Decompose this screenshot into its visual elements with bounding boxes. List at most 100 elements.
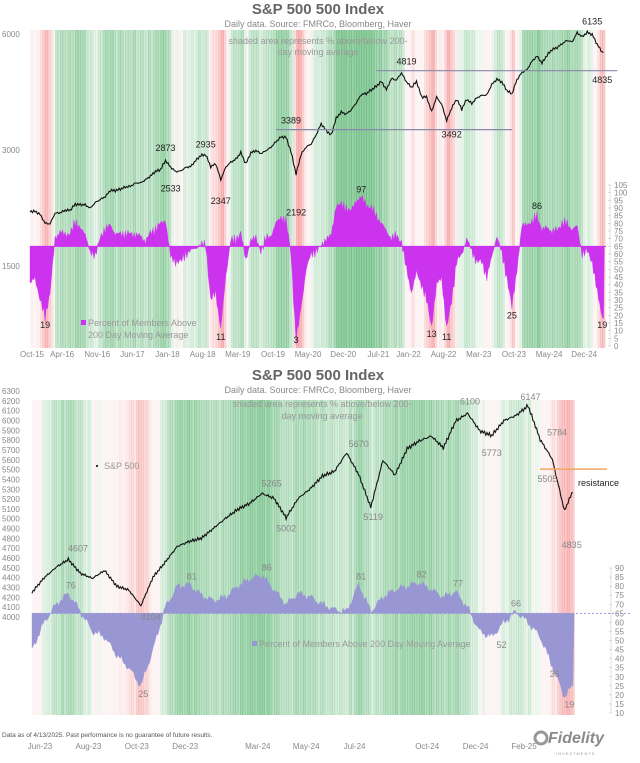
shade-band (191, 400, 195, 715)
shade-band (567, 30, 571, 348)
shade-band (511, 400, 515, 715)
x-tick-label: Mar-23 (466, 350, 492, 359)
shade-band (265, 30, 270, 348)
shade-band (411, 400, 415, 715)
shade-band (40, 30, 44, 348)
shade-band (116, 400, 120, 715)
shade-band (317, 400, 321, 715)
shade-band (174, 400, 178, 715)
shade-band (532, 400, 536, 715)
index-annotation: 6100 (460, 397, 480, 407)
shade-band (386, 30, 390, 348)
shade-band (194, 400, 198, 715)
shade-band (247, 400, 251, 715)
breadth-annotation: 81 (356, 571, 366, 581)
shade-band (346, 400, 350, 715)
shade-band (310, 400, 314, 715)
shade-band (431, 30, 435, 348)
shade-band (491, 400, 495, 715)
shade-band (356, 30, 360, 348)
shade-band (225, 400, 229, 715)
shade-band (566, 400, 570, 715)
shade-band (446, 30, 450, 348)
shade-band (395, 400, 399, 715)
shade-band (211, 400, 215, 715)
shade-band (225, 30, 229, 348)
shade-band (70, 400, 74, 715)
shade-band (390, 400, 394, 715)
shade-band (343, 30, 347, 348)
y-tick-label-right: 50 (614, 265, 623, 274)
shade-band (453, 400, 457, 715)
chart-2-marks: 4000410042004300440045004600470048004900… (2, 387, 632, 751)
shade-band (322, 400, 326, 715)
shade-band (220, 400, 224, 715)
shade-band (259, 400, 263, 715)
shade-band (396, 30, 400, 348)
shade-band (242, 400, 246, 715)
shade-band (542, 30, 546, 348)
shade-band (378, 30, 383, 348)
shade-band (188, 30, 192, 348)
shade-band (206, 400, 210, 715)
shade-band (253, 30, 257, 348)
shade-band (443, 400, 447, 715)
shade-band (476, 30, 480, 348)
shade-band (469, 30, 473, 348)
chart-2-note-2: day moving average (281, 411, 362, 421)
shade-band (462, 400, 466, 715)
shade-band (602, 30, 606, 348)
shade-band (80, 400, 84, 715)
y-tick-label-left: 5900 (2, 426, 20, 435)
y-tick-label-right: 0 (614, 342, 619, 351)
shade-band (60, 30, 64, 348)
shade-band (260, 30, 265, 348)
shade-band (528, 400, 532, 715)
breadth-annotation: 19 (564, 700, 574, 710)
shade-band (51, 400, 55, 715)
resistance-label: resistance (578, 478, 619, 488)
shade-band (258, 30, 262, 348)
shade-band (486, 30, 490, 348)
shade-band (273, 30, 277, 348)
shade-band (102, 30, 106, 348)
shade-band (133, 400, 137, 715)
shade-band (592, 30, 596, 348)
breadth-annotation: 97 (356, 184, 366, 194)
y-tick-label-right: 65 (615, 609, 624, 618)
shade-band (120, 30, 124, 348)
shade-band (160, 30, 164, 348)
shade-band (313, 30, 317, 348)
shade-band (36, 400, 40, 715)
shade-band (155, 30, 159, 348)
breadth-annotation: 11 (442, 332, 451, 342)
shade-band (589, 30, 593, 348)
shade-band (240, 30, 244, 348)
shade-band (94, 400, 98, 715)
index-annotation: 5265 (262, 479, 282, 489)
shade-band (387, 400, 391, 715)
shade-band (426, 30, 430, 348)
shade-band (85, 400, 89, 715)
shade-band (584, 30, 588, 348)
shade-band (496, 400, 500, 715)
y-tick-label-right: 20 (614, 311, 623, 320)
shade-band (456, 30, 460, 348)
shade-band (351, 400, 355, 715)
shade-band (73, 400, 77, 715)
y-tick-label-right: 75 (615, 591, 624, 600)
shade-band (406, 30, 410, 348)
shade-band (46, 400, 50, 715)
shade-band (380, 400, 384, 715)
y-tick-label-right: 25 (615, 682, 624, 691)
chart-1-subtitle: Daily data. Source: FMRCo, Bloomberg, Ha… (224, 19, 411, 29)
legend-label-breadth: Percent of Members Above 200 Day Moving … (259, 639, 470, 649)
shade-band (477, 400, 481, 715)
shade-band (382, 400, 386, 715)
shade-band (348, 30, 352, 348)
y-tick-label-left: 4800 (2, 534, 20, 543)
index-annotation: 6147 (520, 392, 540, 402)
x-tick-label: Jun-23 (28, 742, 53, 751)
x-tick-label: May-24 (536, 350, 563, 359)
